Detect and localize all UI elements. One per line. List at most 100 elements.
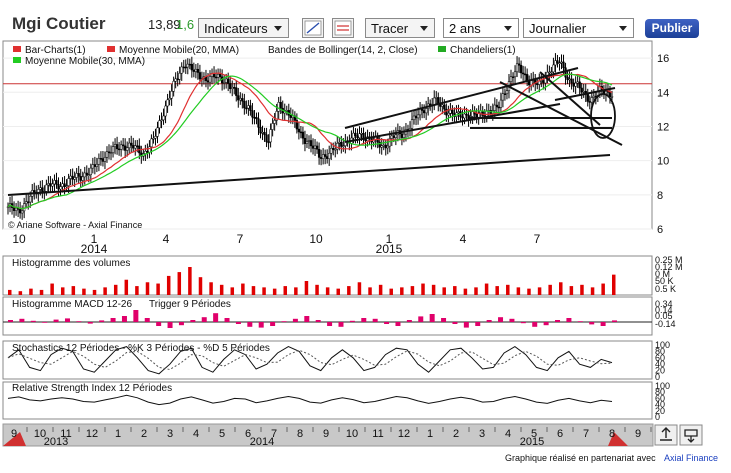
period-select[interactable]: 2 ans — [443, 18, 519, 38]
candle-body — [311, 145, 315, 149]
macd-tick-label: 0.34 — [655, 299, 673, 309]
candle-body — [180, 66, 183, 74]
macd-tick-label: 0.14 — [655, 305, 673, 315]
y-tick-label: 8 — [657, 190, 663, 202]
candle-body — [566, 76, 569, 80]
volume-bar — [272, 288, 277, 295]
indicators-dropdown[interactable]: Indicateurs — [198, 18, 289, 38]
macd-bar — [315, 320, 321, 322]
volume-bar — [71, 286, 76, 295]
period-label: 2 ans — [449, 21, 481, 36]
candle-body — [382, 144, 385, 147]
horizontal-line-tool-button[interactable] — [332, 18, 354, 38]
timeline-month-label: 6 — [245, 428, 251, 440]
candle-body — [196, 68, 200, 73]
volume-bar — [368, 287, 372, 295]
candle-body — [162, 115, 165, 121]
candle-body — [447, 113, 450, 116]
candle-body — [588, 101, 591, 103]
candle-body — [582, 90, 585, 93]
candle-body — [521, 72, 525, 75]
macd-bar — [235, 322, 241, 324]
candle-body — [75, 173, 78, 178]
candle-body — [364, 139, 367, 141]
volume-bar — [262, 287, 266, 295]
rsi-line — [7, 394, 613, 406]
rsi-tick-label: 80 — [655, 387, 665, 397]
candle-body — [511, 76, 515, 79]
candle-body — [95, 163, 99, 167]
volume-bar — [463, 288, 468, 295]
tracer-dropdown[interactable]: Tracer — [365, 18, 435, 38]
candle-body — [53, 180, 56, 185]
frequency-label: Journalier — [529, 21, 587, 36]
drawn-trendlines — [7, 67, 623, 196]
candle-body — [77, 173, 80, 177]
timeline-right-handle[interactable] — [608, 432, 628, 446]
price-change: 1,6 — [176, 17, 195, 32]
volume-bar — [241, 283, 245, 295]
rsi-tick-label: 20 — [655, 406, 665, 416]
candle-body — [249, 105, 252, 111]
candle-body — [354, 132, 357, 137]
legend-item: Bandes de Bollinger(14, 2, Close) — [268, 45, 418, 56]
timeline-month-label: 7 — [271, 428, 277, 440]
volume-bar — [580, 284, 584, 295]
trendline-tool-button[interactable] — [302, 18, 324, 38]
fan-line — [539, 71, 601, 126]
macd-bar — [384, 322, 390, 324]
legend-item: Bar-Charts(1) — [25, 45, 86, 56]
candle-body — [91, 164, 94, 169]
macd-bar — [577, 321, 583, 322]
macd-bar — [76, 321, 82, 322]
trendline-icon — [304, 20, 322, 36]
macd-bar — [178, 322, 184, 326]
candle-body — [251, 110, 254, 118]
candle-body — [146, 150, 149, 153]
macd-bar — [475, 322, 481, 326]
horizontal-lines-icon — [334, 20, 352, 36]
y-tick-label: 10 — [657, 156, 669, 168]
candle-body — [471, 111, 474, 117]
x-tick-label: 1 — [386, 232, 393, 246]
timeline-month-label: 4 — [193, 428, 199, 440]
upload-icon — [660, 427, 672, 441]
macd-bar — [349, 320, 355, 322]
macd-bar — [292, 318, 298, 322]
macd-bar — [441, 318, 447, 322]
volume-bar — [82, 288, 86, 295]
volume-bar — [442, 287, 446, 295]
volume-bar — [453, 286, 457, 295]
candle-body — [378, 141, 381, 148]
rsi-tick-label: 0 — [655, 412, 660, 422]
chevron-down-icon — [420, 26, 428, 31]
candle-body — [208, 76, 212, 83]
rsi-panel — [2, 381, 653, 420]
candle-body — [89, 167, 92, 176]
current-price: 13,89 — [148, 17, 181, 32]
timeline-left-handle[interactable] — [3, 432, 26, 446]
volume-bar — [484, 283, 489, 295]
macd-bar — [190, 320, 196, 322]
ma20-line — [7, 72, 613, 210]
candle-body — [261, 132, 264, 134]
candle-body — [188, 63, 191, 66]
macd-bar — [338, 322, 344, 327]
candle-body — [168, 97, 171, 101]
candle-body — [384, 144, 387, 149]
macd-bar — [372, 318, 378, 322]
timeline-month-label: 5 — [219, 428, 225, 440]
candle-body — [610, 95, 614, 98]
candle-body — [513, 71, 517, 78]
candle-body — [182, 66, 185, 69]
timeline-month-label: 11 — [372, 428, 383, 440]
frequency-select[interactable]: Journalier — [523, 18, 634, 38]
candle-body — [231, 87, 234, 90]
timeline-navigator[interactable] — [2, 423, 654, 447]
candle-body — [461, 116, 464, 119]
macd-bar — [520, 322, 526, 324]
macd-bars — [8, 310, 617, 328]
candle-body — [164, 105, 167, 117]
credit-link[interactable]: Axial Finance — [664, 453, 718, 463]
publish-button[interactable]: Publier — [645, 19, 699, 38]
